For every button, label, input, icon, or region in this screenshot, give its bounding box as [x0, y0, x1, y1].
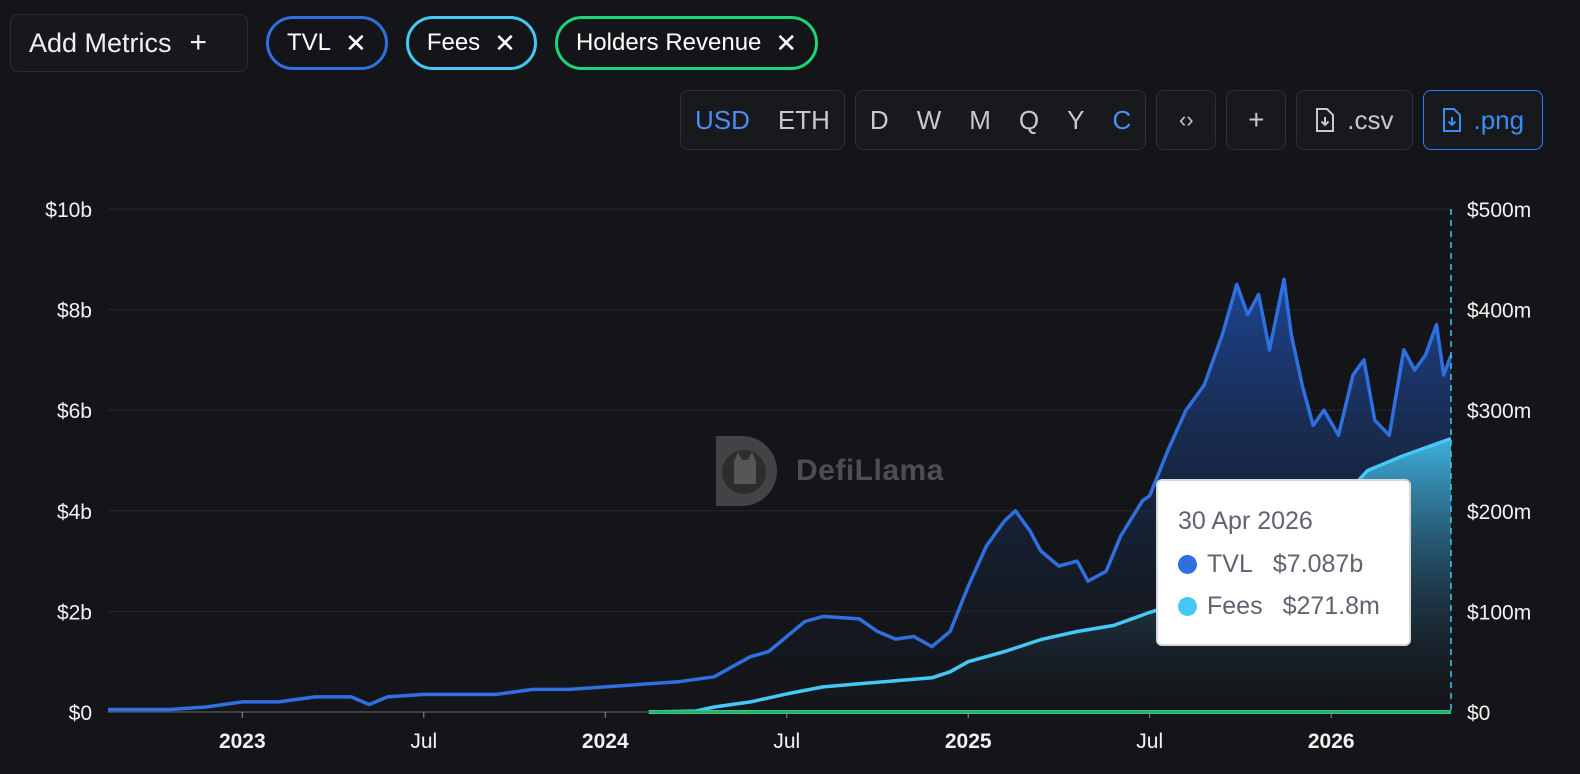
- currency-toggle: USD ETH: [680, 90, 845, 150]
- csv-label: .csv: [1347, 104, 1394, 135]
- granularity-option-d[interactable]: D: [869, 104, 889, 135]
- tooltip-series-value: $271.8m: [1282, 592, 1380, 620]
- tvl-area: [108, 279, 1451, 712]
- chart-controls: USD ETH D W M Q Y C ‹› + .csv .png: [680, 90, 1544, 150]
- tooltip-row-tvl: TVL $7.087b: [1178, 550, 1389, 579]
- y-right-tick-label: $500m: [1467, 199, 1531, 222]
- x-tick-label: 2026: [1308, 730, 1355, 753]
- metric-chip-holders-revenue[interactable]: Holders Revenue ✕: [554, 16, 819, 70]
- y-right-tick-label: $100m: [1467, 601, 1531, 624]
- metric-chip-label: Holders Revenue: [575, 29, 762, 56]
- tooltip-series-name: TVL: [1207, 550, 1253, 578]
- plus-icon: +: [189, 26, 208, 59]
- download-png-button[interactable]: .png: [1422, 90, 1544, 150]
- close-icon[interactable]: ✕: [494, 28, 516, 58]
- add-metrics-label: Add Metrics: [29, 27, 172, 58]
- y-right-tick-label: $300m: [1467, 400, 1531, 423]
- y-right-tick-label: $200m: [1467, 501, 1531, 524]
- x-tick-label: 2025: [945, 730, 992, 753]
- metric-chip-fees[interactable]: Fees ✕: [405, 16, 537, 70]
- legend-dot-icon: [1178, 555, 1197, 574]
- x-tick-label: 2024: [582, 730, 629, 753]
- png-label: .png: [1473, 104, 1525, 135]
- x-tick-label: Jul: [410, 730, 437, 753]
- y-left-tick-label: $4b: [57, 501, 92, 524]
- y-left-tick-label: $2b: [57, 601, 92, 624]
- legend-dot-icon: [1178, 597, 1197, 616]
- watermark-text: DefiLlama: [796, 454, 944, 487]
- granularity-option-y[interactable]: Y: [1067, 104, 1085, 135]
- currency-option-eth[interactable]: ETH: [777, 104, 830, 135]
- y-left-tick-label: $10b: [45, 199, 92, 222]
- metric-chip-label: TVL: [287, 29, 332, 56]
- tooltip-series-name: Fees: [1207, 592, 1263, 620]
- granularity-toggle: D W M Q Y C: [854, 90, 1147, 150]
- x-tick-label: Jul: [773, 730, 800, 753]
- granularity-option-m[interactable]: M: [969, 104, 991, 135]
- embed-button[interactable]: ‹›: [1156, 90, 1217, 150]
- add-metrics-button[interactable]: Add Metrics +: [10, 14, 248, 72]
- tvl-line: [108, 277, 1453, 712]
- close-icon[interactable]: ✕: [345, 28, 367, 58]
- plus-icon: +: [1248, 104, 1265, 135]
- y-right-tick-label: $400m: [1467, 300, 1531, 323]
- granularity-option-w[interactable]: W: [916, 104, 942, 135]
- llama-logo-icon: [716, 436, 777, 506]
- metric-chip-label: Fees: [426, 29, 481, 56]
- currency-option-usd[interactable]: USD: [695, 104, 750, 135]
- file-download-icon: [1316, 108, 1335, 132]
- tooltip-row-fees: Fees $271.8m: [1178, 592, 1389, 621]
- metric-chip-tvl[interactable]: TVL ✕: [266, 16, 388, 70]
- y-left-tick-label: $0: [69, 702, 92, 725]
- tooltip-date: 30 Apr 2026: [1178, 507, 1313, 535]
- download-csv-button[interactable]: .csv: [1296, 90, 1413, 150]
- file-download-icon: [1442, 108, 1461, 132]
- code-icon: ‹›: [1178, 107, 1194, 132]
- metric-bar: Add Metrics + TVL ✕ Fees ✕ Holders Reven…: [10, 14, 819, 72]
- granularity-option-c[interactable]: C: [1112, 104, 1132, 135]
- tooltip-series-value: $7.087b: [1272, 550, 1364, 578]
- y-right-tick-label: $0: [1467, 702, 1490, 725]
- y-left-tick-label: $8b: [57, 300, 92, 323]
- watermark: DefiLlama: [712, 432, 944, 510]
- add-chart-button[interactable]: +: [1226, 90, 1287, 150]
- chart-tooltip: 30 Apr 2026 TVL $7.087b Fees $271.8m: [1156, 479, 1411, 646]
- x-tick-label: 2023: [219, 730, 266, 753]
- close-icon[interactable]: ✕: [775, 28, 798, 58]
- x-tick-label: Jul: [1136, 730, 1163, 753]
- granularity-option-q[interactable]: Q: [1018, 104, 1040, 135]
- y-left-tick-label: $6b: [57, 400, 92, 423]
